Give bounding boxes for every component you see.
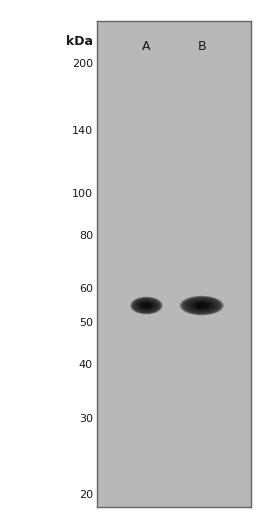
Ellipse shape: [140, 302, 153, 309]
Ellipse shape: [195, 302, 208, 309]
Text: 20: 20: [79, 490, 93, 499]
Ellipse shape: [142, 303, 151, 308]
Text: 80: 80: [79, 231, 93, 240]
Text: 140: 140: [72, 126, 93, 136]
Ellipse shape: [182, 297, 221, 314]
Ellipse shape: [190, 300, 214, 311]
Ellipse shape: [184, 298, 219, 313]
Ellipse shape: [188, 299, 216, 312]
Ellipse shape: [136, 300, 157, 311]
Ellipse shape: [132, 297, 161, 314]
Ellipse shape: [185, 298, 218, 313]
Ellipse shape: [139, 301, 154, 310]
Ellipse shape: [134, 299, 159, 312]
Ellipse shape: [182, 297, 222, 314]
Ellipse shape: [130, 297, 163, 314]
Ellipse shape: [134, 298, 159, 313]
Ellipse shape: [136, 300, 157, 311]
Ellipse shape: [138, 301, 155, 310]
Ellipse shape: [142, 303, 151, 308]
Text: 50: 50: [79, 318, 93, 328]
Ellipse shape: [131, 297, 162, 314]
Text: 30: 30: [79, 414, 93, 424]
Ellipse shape: [196, 303, 207, 308]
Text: 60: 60: [79, 284, 93, 294]
Ellipse shape: [135, 299, 158, 312]
Ellipse shape: [189, 300, 215, 311]
Ellipse shape: [140, 302, 153, 309]
Ellipse shape: [141, 302, 152, 309]
Text: B: B: [197, 40, 206, 53]
Text: A: A: [142, 40, 151, 53]
Text: 100: 100: [72, 189, 93, 199]
Ellipse shape: [137, 300, 156, 311]
Ellipse shape: [180, 296, 224, 315]
Text: kDa: kDa: [66, 35, 93, 48]
Ellipse shape: [138, 301, 155, 310]
Ellipse shape: [191, 301, 212, 310]
Ellipse shape: [187, 299, 217, 312]
Ellipse shape: [196, 303, 207, 308]
Ellipse shape: [183, 297, 220, 314]
Ellipse shape: [132, 298, 161, 313]
Ellipse shape: [194, 302, 209, 309]
Ellipse shape: [193, 301, 211, 310]
Text: 200: 200: [72, 59, 93, 69]
Ellipse shape: [133, 298, 160, 313]
Ellipse shape: [142, 303, 151, 308]
Text: 40: 40: [79, 360, 93, 370]
Ellipse shape: [191, 301, 213, 310]
Ellipse shape: [186, 299, 217, 312]
Ellipse shape: [180, 296, 223, 315]
Ellipse shape: [194, 302, 210, 309]
